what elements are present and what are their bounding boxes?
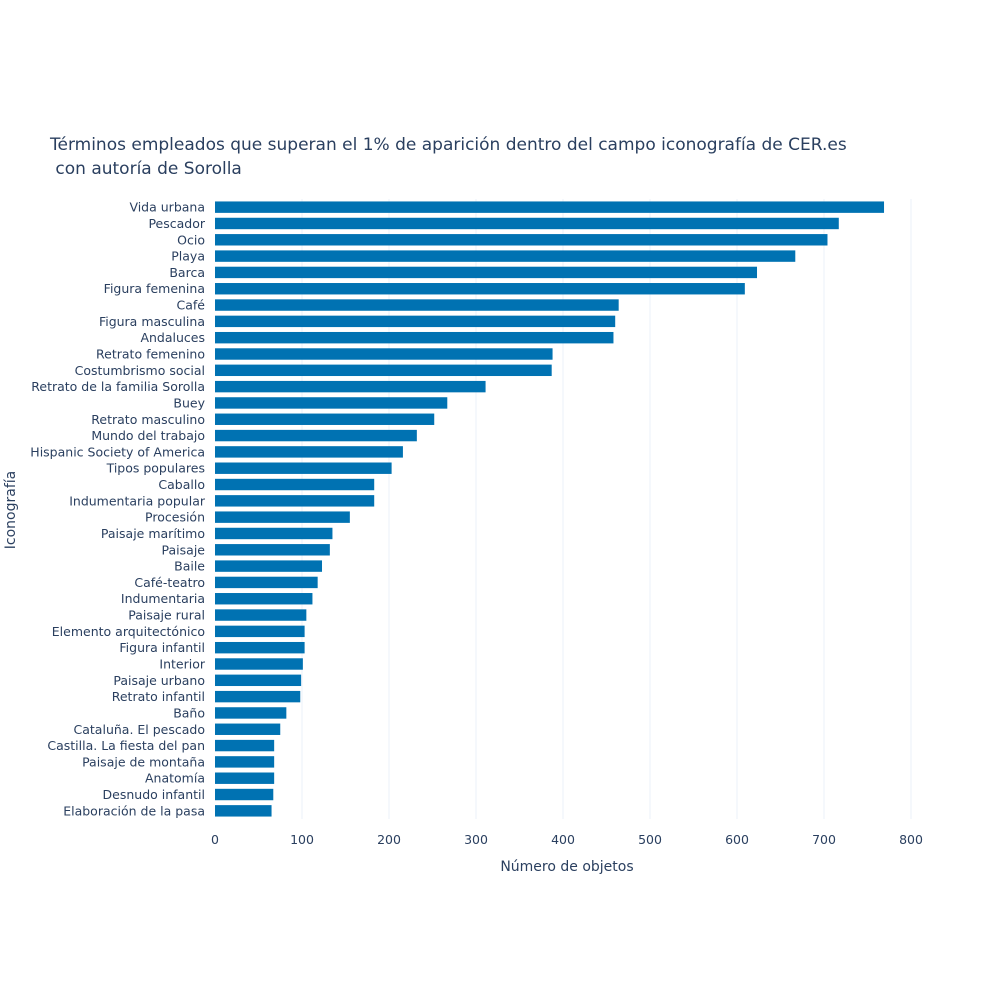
y-tick-label: Castilla. La fiesta del pan <box>47 738 205 753</box>
y-tick-label: Hispanic Society of America <box>30 444 205 459</box>
y-tick-label: Anatomía <box>145 771 205 786</box>
bar <box>215 756 275 768</box>
y-tick-label: Café-teatro <box>134 575 205 590</box>
y-tick-label: Paisaje marítimo <box>101 526 205 541</box>
bar <box>215 201 885 213</box>
y-tick-label: Cataluña. El pescado <box>74 722 205 737</box>
x-tick-label: 200 <box>377 832 401 847</box>
bar <box>215 495 375 507</box>
y-tick-label: Paisaje <box>162 542 206 557</box>
x-tick-label: 300 <box>464 832 488 847</box>
bar <box>215 527 333 540</box>
y-tick-label: Desnudo infantil <box>103 787 205 802</box>
bar <box>215 674 302 687</box>
bar <box>215 348 553 360</box>
y-tick-label: Retrato masculino <box>91 412 205 427</box>
bar <box>215 560 323 572</box>
bar <box>215 234 828 246</box>
y-tick-label: Retrato femenino <box>96 347 205 362</box>
bar <box>215 315 616 328</box>
y-tick-label: Paisaje rural <box>128 608 205 623</box>
y-tick-labels: Vida urbanaPescadorOcioPlayaBarcaFigura … <box>30 200 206 819</box>
x-axis-label: Número de objetos <box>500 859 633 875</box>
y-tick-label: Andaluces <box>140 330 205 345</box>
y-tick-label: Playa <box>171 249 205 264</box>
bar <box>215 380 486 393</box>
x-tick-labels: 0 100 200 300 400 500 600 700 800 <box>211 832 923 847</box>
y-tick-label: Mundo del trabajo <box>91 428 205 443</box>
y-tick-label: Ocio <box>177 232 205 247</box>
x-tick-label: 100 <box>290 832 314 847</box>
y-tick-label: Figura femenina <box>104 281 205 296</box>
x-tick-label: 0 <box>211 832 219 847</box>
bar <box>215 429 417 442</box>
y-tick-label: Tipos populares <box>106 461 205 476</box>
y-tick-label: Café <box>177 298 206 313</box>
x-tick-label: 800 <box>899 832 923 847</box>
chart-title-line1: Términos empleados que superan el 1% de … <box>50 135 847 155</box>
x-tick-label: 700 <box>812 832 836 847</box>
bar <box>215 511 350 523</box>
bar <box>215 788 274 801</box>
y-tick-label: Paisaje de montaña <box>82 754 205 769</box>
y-tick-label: Elemento arquitectónico <box>52 624 205 639</box>
chart-title: Términos empleados que superan el 1% de … <box>50 133 847 181</box>
x-tick-label: 600 <box>725 832 749 847</box>
bar <box>215 707 287 719</box>
bar <box>215 658 303 670</box>
y-tick-label: Indumentaria <box>121 591 205 606</box>
y-axis-label: Iconografía <box>3 471 19 549</box>
bar <box>215 266 758 279</box>
y-tick-label: Figura masculina <box>99 314 205 329</box>
bar <box>215 544 330 556</box>
y-tick-label: Buey <box>173 395 205 410</box>
bar <box>215 739 275 752</box>
x-tick-label: 500 <box>638 832 662 847</box>
bar <box>215 397 448 409</box>
y-tick-label: Pescador <box>148 216 205 231</box>
x-tick-label: 400 <box>551 832 575 847</box>
y-tick-label: Retrato de la familia Sorolla <box>31 379 205 394</box>
bar <box>215 462 392 474</box>
y-tick-label: Retrato infantil <box>112 689 205 704</box>
y-tick-label: Costumbrismo social <box>75 363 205 378</box>
bar <box>215 723 281 735</box>
bar <box>215 805 272 817</box>
bar <box>215 576 318 589</box>
bar <box>215 413 435 425</box>
bar <box>215 772 275 784</box>
bar <box>215 331 614 344</box>
y-tick-label: Interior <box>159 657 205 672</box>
y-tick-label: Indumentaria popular <box>69 493 206 508</box>
y-tick-label: Baño <box>173 705 205 720</box>
bar <box>215 299 619 311</box>
y-tick-label: Barca <box>169 265 205 280</box>
bar <box>215 250 796 262</box>
chart-title-line2: con autoría de Sorolla <box>50 159 242 179</box>
bar <box>215 609 307 621</box>
y-tick-label: Figura infantil <box>119 640 205 655</box>
y-tick-label: Vida urbana <box>129 200 205 215</box>
bar <box>215 364 552 377</box>
bar <box>215 283 745 295</box>
y-tick-label: Caballo <box>158 477 205 492</box>
bar <box>215 641 305 654</box>
y-tick-label: Paisaje urbano <box>113 673 205 688</box>
bar <box>215 593 313 605</box>
y-tick-label: Elaboración de la pasa <box>63 803 205 818</box>
bars <box>215 201 885 817</box>
bar <box>215 625 305 638</box>
bar <box>215 217 839 230</box>
bar <box>215 446 403 458</box>
y-tick-label: Baile <box>174 559 205 574</box>
y-tick-label: Procesión <box>145 510 205 525</box>
bar <box>215 478 375 491</box>
bar <box>215 690 301 703</box>
